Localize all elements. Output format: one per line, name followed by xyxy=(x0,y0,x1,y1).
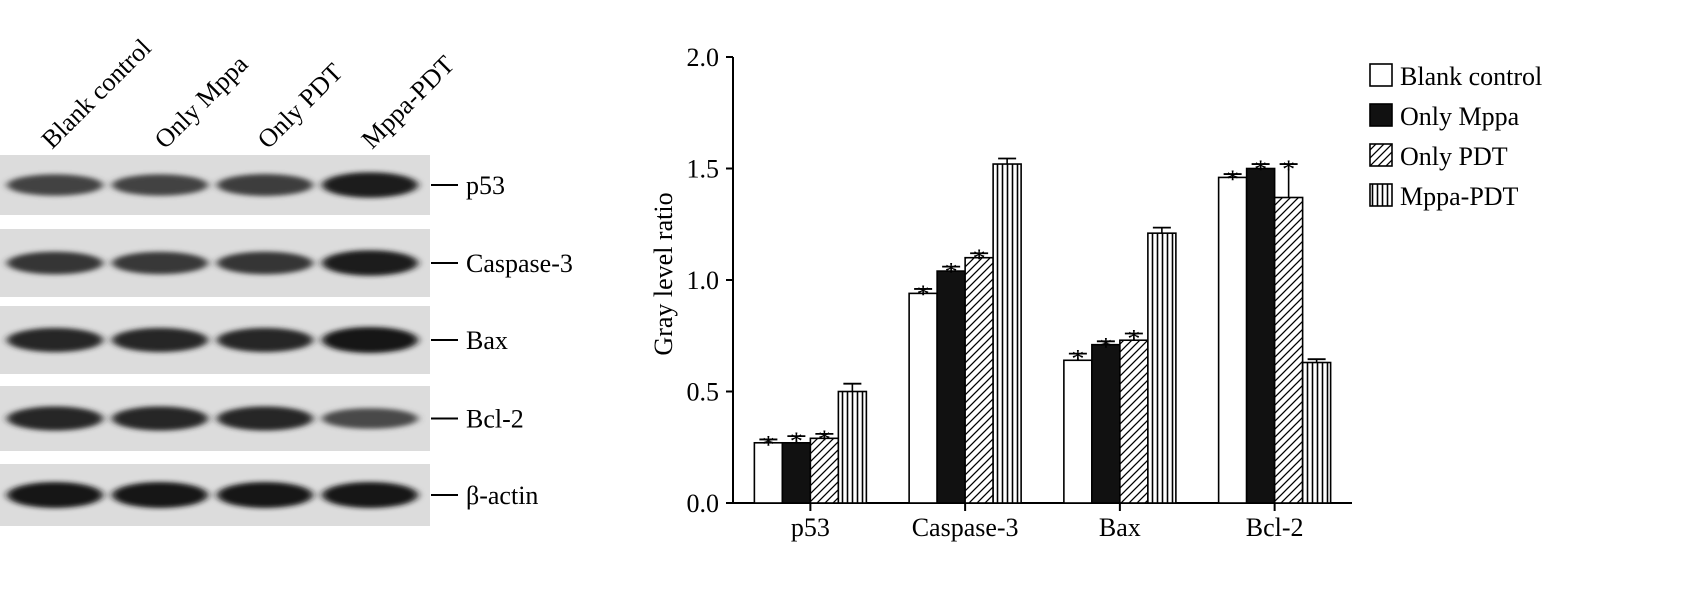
significance-marker: * xyxy=(1127,325,1140,354)
significance-marker: * xyxy=(1226,165,1239,194)
significance-marker: * xyxy=(762,430,775,459)
x-tick-label: Bcl-2 xyxy=(1246,513,1304,542)
blot-band xyxy=(217,406,313,431)
significance-marker: * xyxy=(917,280,930,309)
bar xyxy=(964,256,994,504)
significance-marker: * xyxy=(1071,345,1084,374)
legend-swatch xyxy=(1369,63,1393,87)
blot-row-label: p53 xyxy=(466,171,505,200)
bar xyxy=(1063,359,1093,504)
blot-band xyxy=(112,406,208,431)
significance-marker: * xyxy=(973,244,986,273)
blot-band xyxy=(322,482,418,508)
legend-label: Blank control xyxy=(1400,62,1542,91)
x-tick-label: p53 xyxy=(791,513,830,542)
blot-lane-label: Blank control xyxy=(36,33,157,154)
bar xyxy=(1301,361,1332,504)
bar xyxy=(753,441,784,504)
y-tick-label: 1.5 xyxy=(687,155,720,184)
y-tick-label: 0.0 xyxy=(687,489,720,518)
blot-band xyxy=(322,172,418,198)
blot-band xyxy=(112,482,208,508)
x-tick-label: Bax xyxy=(1099,513,1141,542)
legend-swatch xyxy=(1369,103,1393,127)
blot-band xyxy=(322,250,418,276)
blot-lane-label: Only PDT xyxy=(252,58,349,155)
bar xyxy=(908,292,938,504)
legend-label: Only Mppa xyxy=(1400,102,1520,131)
legend-swatch xyxy=(1369,183,1393,207)
blot-lane-label: Only Mppa xyxy=(149,49,254,154)
blot-row-label: β-actin xyxy=(466,481,538,510)
legend-swatch xyxy=(1369,143,1393,167)
legend-label: Only PDT xyxy=(1400,142,1508,171)
y-axis-label: Gray level ratio xyxy=(649,192,678,355)
blot-band xyxy=(7,174,103,196)
x-tick-label: Caspase-3 xyxy=(912,513,1019,542)
blot-row-label: Bcl-2 xyxy=(466,405,524,434)
chart-bars: * * * * * * * * * * * * xyxy=(753,155,1332,504)
y-tick-label: 0.5 xyxy=(687,378,720,407)
blot-band xyxy=(217,174,313,196)
bar xyxy=(1147,232,1177,504)
significance-marker: * xyxy=(1254,155,1267,184)
blot-band xyxy=(322,327,418,353)
significance-marker: * xyxy=(945,258,958,287)
blot-row-label: Bax xyxy=(466,326,508,355)
bar xyxy=(1119,339,1149,504)
y-tick-label: 1.0 xyxy=(687,266,720,295)
blot-band xyxy=(217,327,313,353)
chart-legend: Blank control Only Mppa Only PDT Mppa-PDT xyxy=(1369,62,1542,211)
bar xyxy=(837,390,868,504)
bar xyxy=(936,270,966,504)
significance-marker: * xyxy=(1099,332,1112,361)
bar xyxy=(1091,343,1121,504)
blot-row-label: Caspase-3 xyxy=(466,249,573,278)
significance-marker: * xyxy=(1282,155,1295,184)
bar xyxy=(1273,196,1304,504)
bar xyxy=(1245,167,1276,504)
y-tick-label: 2.0 xyxy=(687,43,720,72)
legend-label: Mppa-PDT xyxy=(1400,182,1519,211)
blot-band xyxy=(7,482,103,508)
blot-band xyxy=(112,251,208,275)
blot-band xyxy=(7,251,103,275)
blot-band xyxy=(217,251,313,275)
blot-band xyxy=(322,408,418,429)
blot-band xyxy=(7,406,103,431)
bar xyxy=(1217,176,1248,504)
bar xyxy=(992,163,1022,504)
significance-marker: * xyxy=(790,427,803,456)
blot-band xyxy=(7,327,103,353)
blot-lane-label: Mppa-PDT xyxy=(356,50,460,154)
blot-band xyxy=(112,327,208,353)
blot-band xyxy=(217,482,313,508)
significance-marker: * xyxy=(818,425,831,454)
blot-band xyxy=(112,174,208,196)
